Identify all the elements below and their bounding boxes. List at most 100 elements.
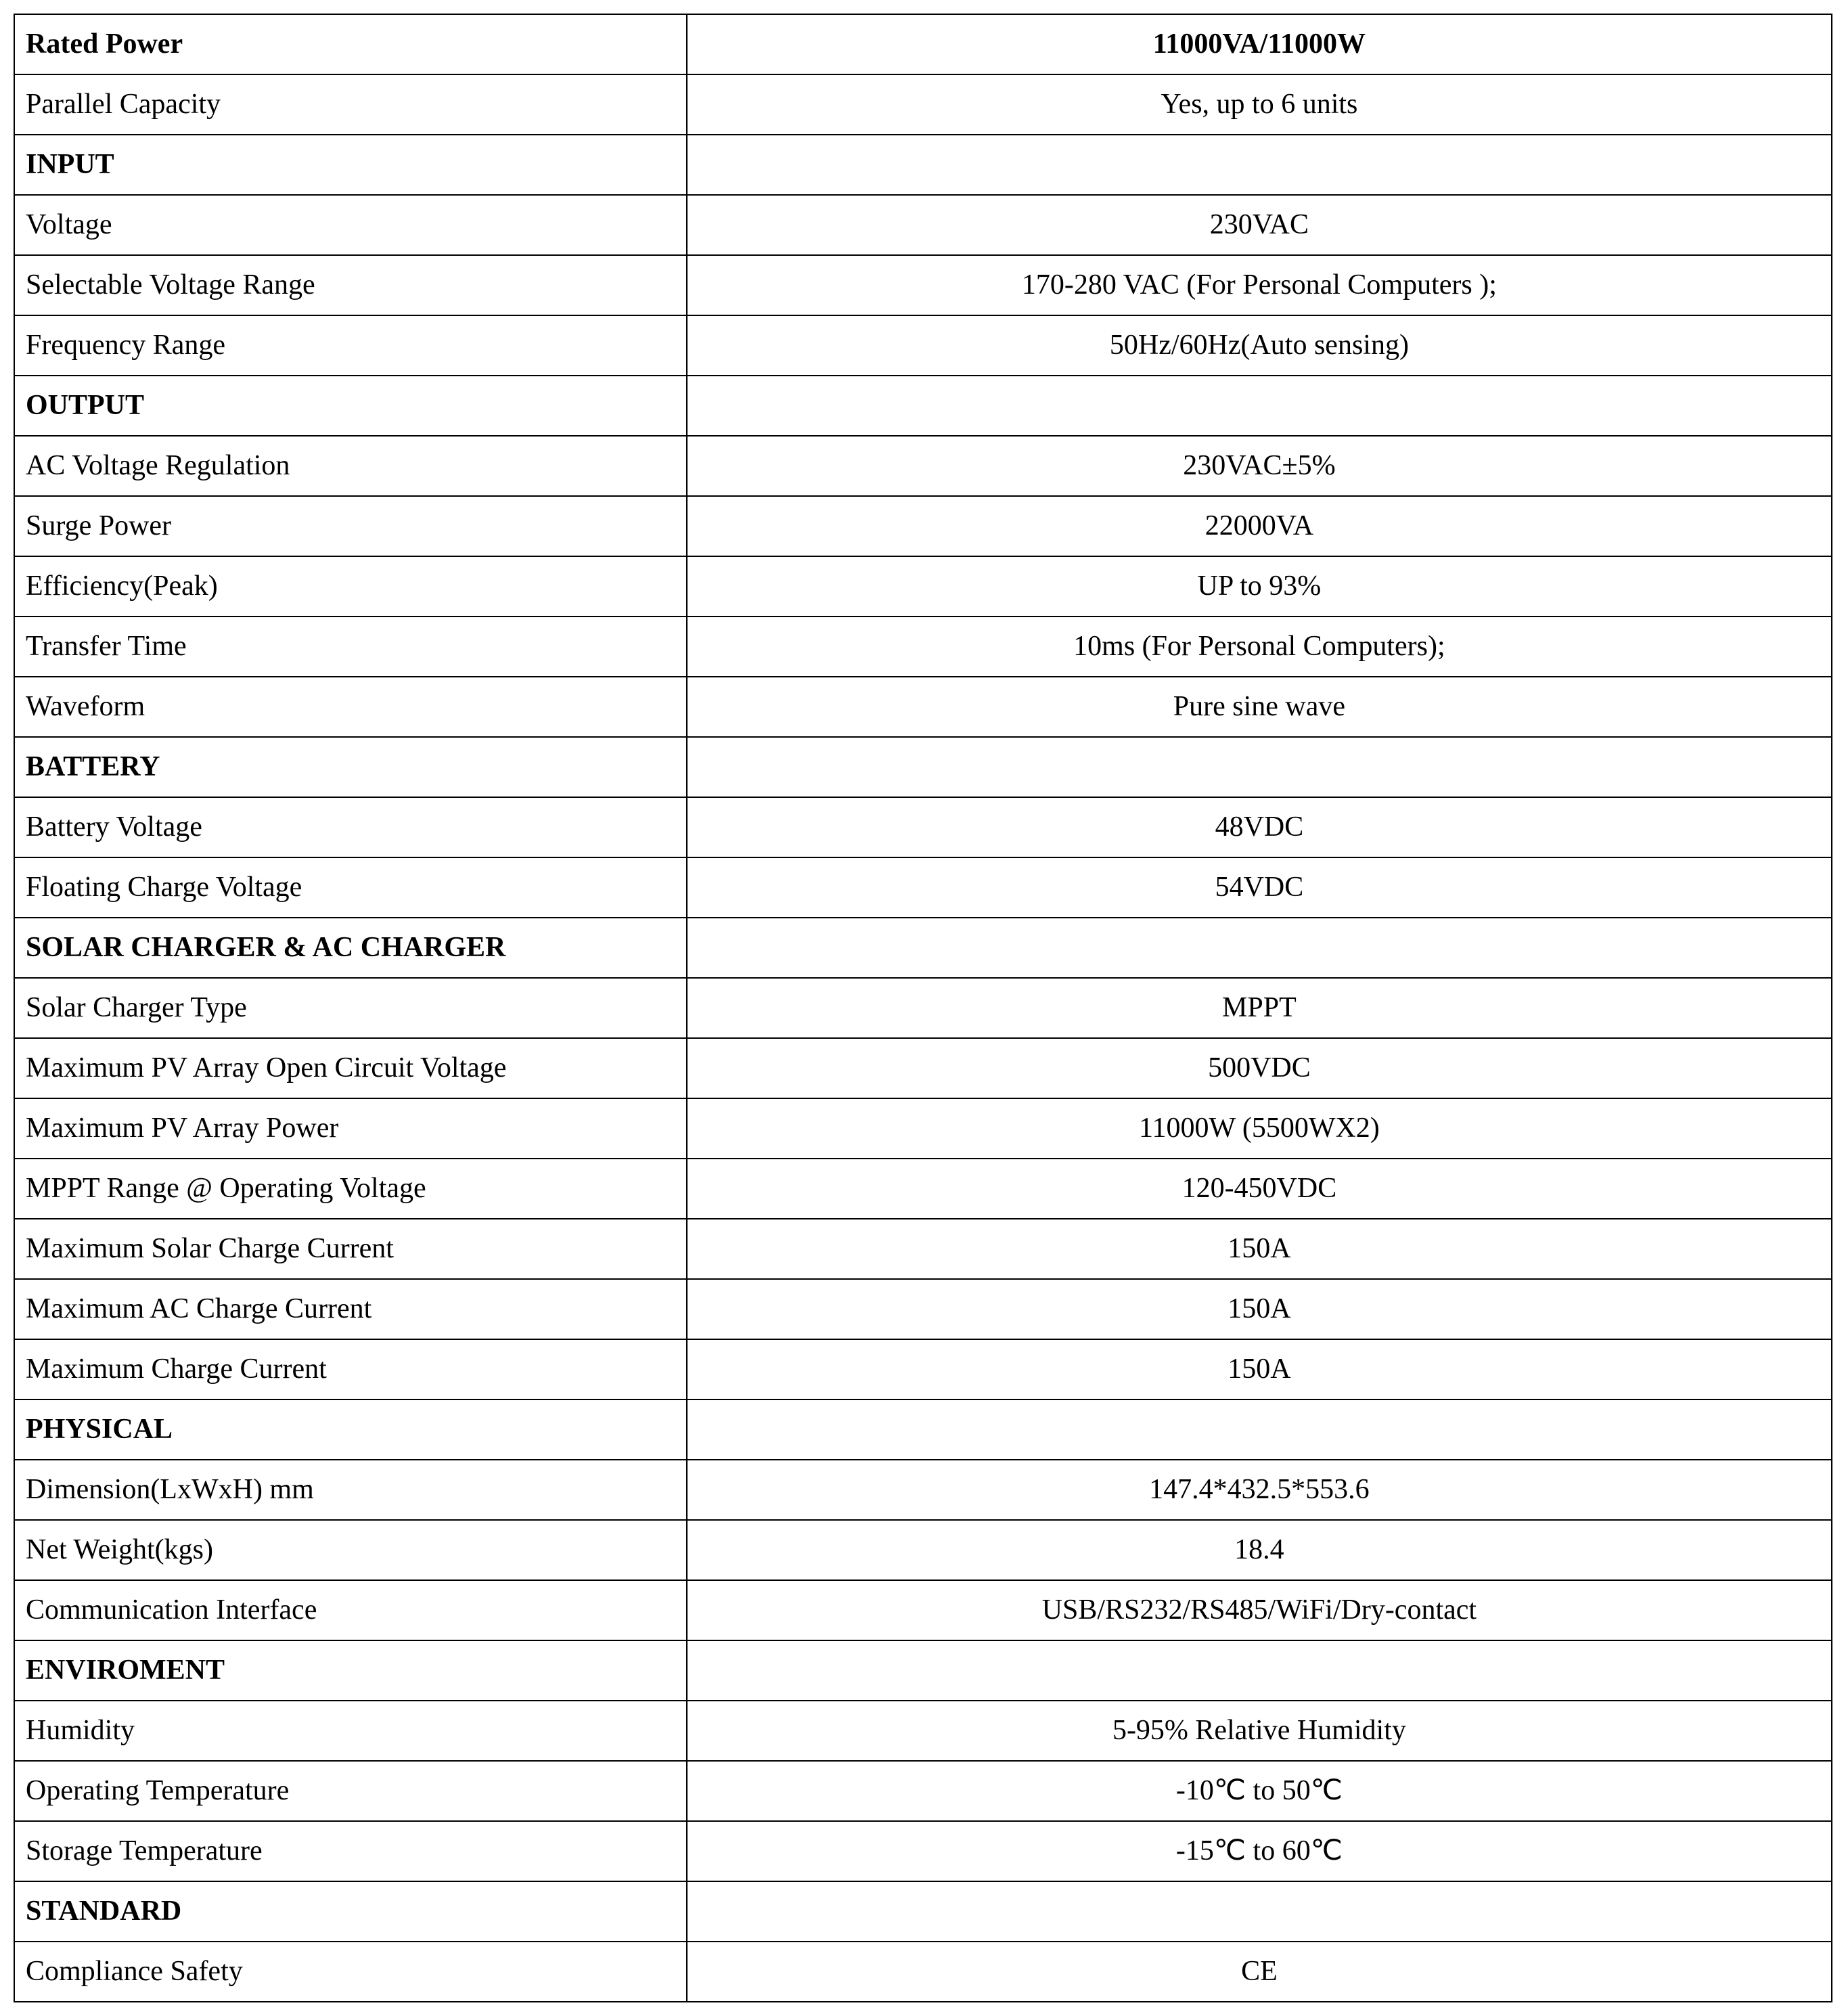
spec-label-cell: Waveform — [14, 677, 687, 737]
table-row: Efficiency(Peak)UP to 93% — [14, 556, 1832, 617]
spec-label-cell: Maximum Solar Charge Current — [14, 1219, 687, 1279]
table-row: Storage Temperature-15℃ to 60℃ — [14, 1821, 1832, 1881]
spec-label-cell: Storage Temperature — [14, 1821, 687, 1881]
table-row: Maximum Charge Current150A — [14, 1339, 1832, 1399]
spec-value-cell: 11000W (5500WX2) — [687, 1098, 1832, 1159]
spec-label-cell: MPPT Range @ Operating Voltage — [14, 1159, 687, 1219]
table-row: Selectable Voltage Range170-280 VAC (For… — [14, 255, 1832, 315]
spec-value-cell: 150A — [687, 1279, 1832, 1339]
table-row: OUTPUT — [14, 376, 1832, 436]
spec-label-cell: Parallel Capacity — [14, 74, 687, 135]
spec-label-cell: Compliance Safety — [14, 1942, 687, 2002]
spec-value-cell: 230VAC — [687, 195, 1832, 255]
spec-label-cell: AC Voltage Regulation — [14, 436, 687, 496]
table-row: AC Voltage Regulation230VAC±5% — [14, 436, 1832, 496]
table-row: Communication InterfaceUSB/RS232/RS485/W… — [14, 1580, 1832, 1640]
spec-label-cell: Net Weight(kgs) — [14, 1520, 687, 1580]
table-row: Maximum Solar Charge Current150A — [14, 1219, 1832, 1279]
table-row: BATTERY — [14, 737, 1832, 797]
section-header-cell: BATTERY — [14, 737, 687, 797]
spec-value-cell: 147.4*432.5*553.6 — [687, 1460, 1832, 1520]
spec-label-cell: Maximum Charge Current — [14, 1339, 687, 1399]
table-row: Maximum AC Charge Current150A — [14, 1279, 1832, 1339]
table-row: Transfer Time10ms (For Personal Computer… — [14, 617, 1832, 677]
spec-label-cell: Maximum PV Array Power — [14, 1098, 687, 1159]
spec-value-cell: -15℃ to 60℃ — [687, 1821, 1832, 1881]
spec-table-body: Rated Power11000VA/11000WParallel Capaci… — [14, 14, 1832, 2002]
spec-value-cell — [687, 1881, 1832, 1942]
table-row: MPPT Range @ Operating Voltage120-450VDC — [14, 1159, 1832, 1219]
spec-value-cell: 11000VA/11000W — [687, 14, 1832, 74]
table-row: Dimension(LxWxH) mm147.4*432.5*553.6 — [14, 1460, 1832, 1520]
spec-label-cell: Maximum AC Charge Current — [14, 1279, 687, 1339]
spec-value-cell: 5-95% Relative Humidity — [687, 1701, 1832, 1761]
spec-label-cell: Surge Power — [14, 496, 687, 556]
section-header-cell: INPUT — [14, 135, 687, 195]
table-row: Solar Charger TypeMPPT — [14, 978, 1832, 1038]
spec-label-cell: Floating Charge Voltage — [14, 857, 687, 918]
spec-value-cell — [687, 737, 1832, 797]
spec-value-cell: 10ms (For Personal Computers); — [687, 617, 1832, 677]
spec-label-cell: Efficiency(Peak) — [14, 556, 687, 617]
spec-label-cell: Maximum PV Array Open Circuit Voltage — [14, 1038, 687, 1098]
spec-value-cell — [687, 918, 1832, 978]
section-header-cell: SOLAR CHARGER & AC CHARGER — [14, 918, 687, 978]
spec-value-cell: UP to 93% — [687, 556, 1832, 617]
table-row: PHYSICAL — [14, 1399, 1832, 1460]
spec-value-cell: CE — [687, 1942, 1832, 2002]
spec-label-cell: Voltage — [14, 195, 687, 255]
table-row: SOLAR CHARGER & AC CHARGER — [14, 918, 1832, 978]
spec-label-cell: Selectable Voltage Range — [14, 255, 687, 315]
table-row: Operating Temperature-10℃ to 50℃ — [14, 1761, 1832, 1821]
spec-label-cell: Battery Voltage — [14, 797, 687, 857]
table-row: Frequency Range50Hz/60Hz(Auto sensing) — [14, 315, 1832, 376]
table-row: Parallel CapacityYes, up to 6 units — [14, 74, 1832, 135]
table-row: INPUT — [14, 135, 1832, 195]
spec-label-cell: Communication Interface — [14, 1580, 687, 1640]
spec-value-cell: 48VDC — [687, 797, 1832, 857]
spec-value-cell — [687, 135, 1832, 195]
spec-value-cell: Yes, up to 6 units — [687, 74, 1832, 135]
table-row: Humidity5-95% Relative Humidity — [14, 1701, 1832, 1761]
table-row: Maximum PV Array Open Circuit Voltage500… — [14, 1038, 1832, 1098]
table-row: ENVIROMENT — [14, 1640, 1832, 1701]
spec-label-cell: Transfer Time — [14, 617, 687, 677]
spec-value-cell: 54VDC — [687, 857, 1832, 918]
spec-label-cell: Humidity — [14, 1701, 687, 1761]
section-header-cell: PHYSICAL — [14, 1399, 687, 1460]
table-row: Surge Power22000VA — [14, 496, 1832, 556]
spec-label-cell: Solar Charger Type — [14, 978, 687, 1038]
table-row: STANDARD — [14, 1881, 1832, 1942]
spec-value-cell: -10℃ to 50℃ — [687, 1761, 1832, 1821]
spec-value-cell: MPPT — [687, 978, 1832, 1038]
spec-value-cell — [687, 1640, 1832, 1701]
spec-value-cell: 18.4 — [687, 1520, 1832, 1580]
table-row: Floating Charge Voltage54VDC — [14, 857, 1832, 918]
table-row: Maximum PV Array Power11000W (5500WX2) — [14, 1098, 1832, 1159]
spec-value-cell: 22000VA — [687, 496, 1832, 556]
spec-value-cell — [687, 376, 1832, 436]
spec-value-cell: 120-450VDC — [687, 1159, 1832, 1219]
spec-value-cell: 150A — [687, 1219, 1832, 1279]
spec-value-cell: 170-280 VAC (For Personal Computers ); — [687, 255, 1832, 315]
spec-value-cell: USB/RS232/RS485/WiFi/Dry-contact — [687, 1580, 1832, 1640]
table-row: Voltage230VAC — [14, 195, 1832, 255]
table-row: WaveformPure sine wave — [14, 677, 1832, 737]
spec-value-cell — [687, 1399, 1832, 1460]
spec-table: Rated Power11000VA/11000WParallel Capaci… — [14, 14, 1832, 2002]
spec-value-cell: 50Hz/60Hz(Auto sensing) — [687, 315, 1832, 376]
spec-value-cell: 230VAC±5% — [687, 436, 1832, 496]
spec-label-cell: Rated Power — [14, 14, 687, 74]
section-header-cell: ENVIROMENT — [14, 1640, 687, 1701]
table-row: Battery Voltage48VDC — [14, 797, 1832, 857]
spec-label-cell: Operating Temperature — [14, 1761, 687, 1821]
table-row: Net Weight(kgs)18.4 — [14, 1520, 1832, 1580]
section-header-cell: OUTPUT — [14, 376, 687, 436]
spec-label-cell: Dimension(LxWxH) mm — [14, 1460, 687, 1520]
spec-value-cell: Pure sine wave — [687, 677, 1832, 737]
table-row: Compliance SafetyCE — [14, 1942, 1832, 2002]
table-row: Rated Power11000VA/11000W — [14, 14, 1832, 74]
spec-label-cell: Frequency Range — [14, 315, 687, 376]
spec-value-cell: 500VDC — [687, 1038, 1832, 1098]
section-header-cell: STANDARD — [14, 1881, 687, 1942]
